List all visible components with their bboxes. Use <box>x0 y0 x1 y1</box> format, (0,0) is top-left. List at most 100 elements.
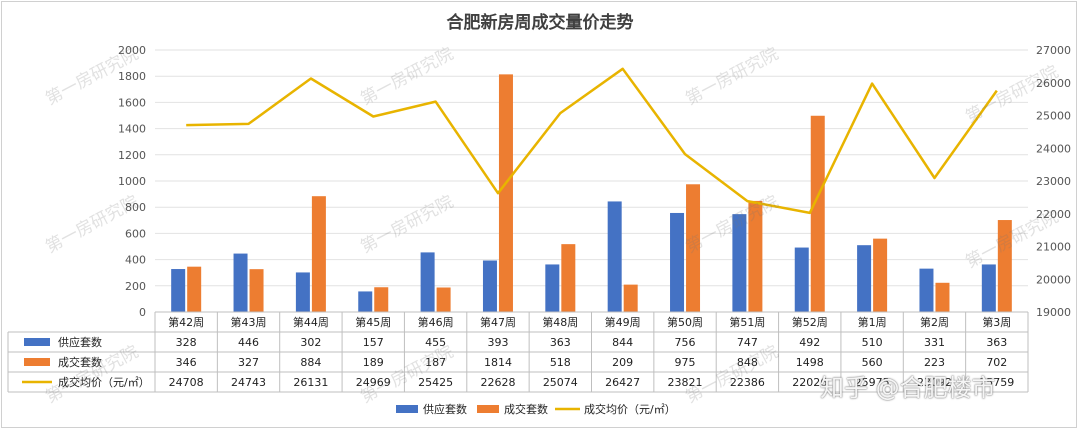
legend-deals-swatch <box>477 405 499 413</box>
data-label: 455 <box>425 336 446 349</box>
data-label: 346 <box>176 356 197 369</box>
bar-supply <box>295 272 310 312</box>
data-label: 884 <box>300 356 321 369</box>
data-label: 22386 <box>730 376 765 389</box>
y-right-tick-label: 19000 <box>1036 306 1071 319</box>
data-label: 328 <box>176 336 197 349</box>
x-tick-label: 第2周 <box>920 315 949 329</box>
x-tick-label: 第48周 <box>542 315 578 329</box>
data-label: 510 <box>862 336 883 349</box>
table-series-label: 成交套数 <box>58 355 102 369</box>
y-right-tick-label: 26000 <box>1036 77 1071 90</box>
bar-deals <box>561 244 576 312</box>
y-right-tick-label: 21000 <box>1036 241 1071 254</box>
bar-deals <box>249 269 264 312</box>
y-left-tick-label: 1800 <box>118 70 146 83</box>
data-label: 22628 <box>480 376 515 389</box>
data-label: 560 <box>862 356 883 369</box>
y-right-tick-label: 27000 <box>1036 44 1071 57</box>
data-label: 331 <box>924 336 945 349</box>
y-left-tick-label: 0 <box>139 306 146 319</box>
bar-deals <box>498 74 513 312</box>
bar-supply <box>857 245 872 312</box>
data-label: 492 <box>799 336 820 349</box>
data-label: 23821 <box>668 376 703 389</box>
bar-deals <box>374 287 389 312</box>
data-label: 747 <box>737 336 758 349</box>
data-label: 756 <box>675 336 696 349</box>
x-tick-label: 第42周 <box>168 315 204 329</box>
x-tick-label: 第3周 <box>982 315 1011 329</box>
table-series-label: 供应套数 <box>58 335 102 349</box>
bar-supply <box>420 252 435 312</box>
bar-supply <box>981 264 996 312</box>
y-left-tick-label: 1400 <box>118 123 146 136</box>
y-right-tick-label: 24000 <box>1036 142 1071 155</box>
y-left-tick-label: 800 <box>125 201 146 214</box>
bar-supply <box>171 269 186 312</box>
table-series-key <box>24 338 50 346</box>
data-label: 363 <box>986 336 1007 349</box>
data-label: 518 <box>550 356 571 369</box>
y-left-tick-label: 600 <box>125 227 146 240</box>
x-tick-label: 第51周 <box>729 315 765 329</box>
bar-deals <box>686 184 701 312</box>
bar-supply <box>670 212 685 312</box>
data-label: 26131 <box>293 376 328 389</box>
data-label: 24969 <box>356 376 391 389</box>
bar-deals <box>311 196 326 312</box>
data-label: 23092 <box>917 376 952 389</box>
bar-deals <box>187 266 202 312</box>
data-label: 363 <box>550 336 571 349</box>
table-series-key <box>24 358 50 366</box>
data-label: 24743 <box>231 376 266 389</box>
data-label: 22026 <box>792 376 827 389</box>
data-label: 446 <box>238 336 259 349</box>
x-tick-label: 第45周 <box>355 315 391 329</box>
bar-deals <box>748 200 763 312</box>
y-left-tick-label: 400 <box>125 254 146 267</box>
x-tick-label: 第47周 <box>480 315 516 329</box>
legend-deals-label: 成交套数 <box>504 402 548 416</box>
x-tick-label: 第44周 <box>293 315 329 329</box>
data-label: 189 <box>363 356 384 369</box>
data-label: 25425 <box>418 376 453 389</box>
y-left-tick-label: 1000 <box>118 175 146 188</box>
data-label: 24708 <box>169 376 204 389</box>
data-label: 975 <box>675 356 696 369</box>
bar-deals <box>873 238 888 312</box>
y-left-tick-label: 200 <box>125 280 146 293</box>
y-left-tick-label: 1200 <box>118 149 146 162</box>
legend-supply-swatch <box>396 405 418 413</box>
table-series-label: 成交均价（元/㎡） <box>58 375 150 389</box>
y-right-tick-label: 25000 <box>1036 110 1071 123</box>
data-label: 157 <box>363 336 384 349</box>
y-left-tick-label: 2000 <box>118 44 146 57</box>
data-label: 844 <box>612 336 633 349</box>
legend-price-label: 成交均价（元/㎡） <box>584 402 676 416</box>
bar-supply <box>358 291 373 312</box>
bar-supply <box>607 201 622 312</box>
bar-deals <box>623 284 638 312</box>
line-price <box>186 67 998 215</box>
y-right-tick-label: 22000 <box>1036 208 1071 221</box>
data-label: 327 <box>238 356 259 369</box>
x-tick-label: 第50周 <box>667 315 703 329</box>
x-tick-label: 第43周 <box>231 315 267 329</box>
bar-deals <box>997 220 1012 312</box>
x-tick-label: 第1周 <box>858 315 887 329</box>
data-label: 223 <box>924 356 945 369</box>
data-label: 302 <box>300 336 321 349</box>
data-label: 209 <box>612 356 633 369</box>
data-label: 1498 <box>796 356 824 369</box>
x-tick-label: 第49周 <box>605 315 641 329</box>
y-left-tick-label: 1600 <box>118 96 146 109</box>
chart-title: 合肥新房周成交量价走势 <box>446 13 634 33</box>
data-label: 848 <box>737 356 758 369</box>
y-right-tick-label: 20000 <box>1036 273 1071 286</box>
data-label: 26427 <box>605 376 640 389</box>
bar-supply <box>794 247 809 312</box>
bar-supply <box>545 264 560 312</box>
